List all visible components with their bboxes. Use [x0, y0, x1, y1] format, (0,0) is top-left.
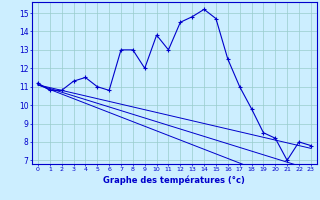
X-axis label: Graphe des températures (°c): Graphe des températures (°c): [103, 175, 245, 185]
